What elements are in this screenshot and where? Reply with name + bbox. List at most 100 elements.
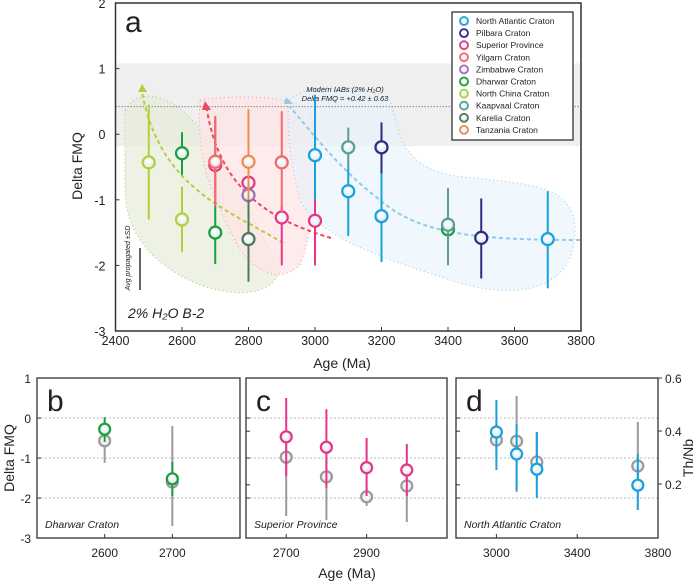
a-north-china-craton-point	[141, 155, 156, 170]
a-north-china-craton-point	[174, 212, 190, 227]
north-china-trend-arrow	[141, 91, 284, 244]
legend-label: Yilgarn Craton	[476, 52, 530, 62]
panel-d: 3000 3400 3800 d North Atlantic Craton 0.6 0.4…	[455, 372, 696, 560]
legend-label: Superior Province	[476, 40, 544, 50]
a-north-atlantic-craton-point	[307, 148, 323, 163]
a-tanzania-craton-point	[241, 154, 256, 169]
legend-marker	[459, 112, 469, 123]
y-tick-label: -3	[20, 532, 31, 546]
c-colored-point	[279, 430, 293, 444]
legend-item: Zimbabwe Craton	[459, 64, 543, 75]
legend-marker	[459, 64, 469, 75]
x-axis-label: Age (Ma)	[313, 355, 371, 371]
scale-bar-label: Avg propagated ±SD	[125, 226, 132, 292]
legend-item: Dharwar Craton	[459, 76, 536, 87]
legend-label: Dharwar Craton	[476, 77, 536, 87]
modern-iab-label: Modern IABs (2% H₂O)	[306, 85, 384, 94]
arrowhead	[138, 84, 147, 92]
legend-marker	[459, 52, 469, 63]
legend-marker	[459, 76, 469, 87]
legend-label: Kaapvaal Craton	[476, 101, 540, 111]
d-colored-point	[489, 425, 503, 439]
legend-label: North Atlantic Craton	[476, 16, 555, 26]
legend-label: North China Craton	[476, 89, 550, 99]
c-colored-point	[319, 440, 333, 454]
x-tick-label: 3400	[434, 334, 462, 348]
legend-label: Tanzania Craton	[476, 125, 538, 135]
x-tick-label: 2700	[159, 546, 186, 560]
c-colored-point	[360, 461, 374, 475]
x-tick-label: 2900	[353, 546, 380, 560]
legend-item: Kaapvaal Craton	[459, 100, 540, 111]
d-colored-point	[631, 478, 645, 492]
arrowhead	[284, 97, 293, 104]
x-axis-label: Age (Ma)	[318, 565, 376, 581]
panel-b: 2600 2700 b Dharwar Craton -3 -2 -1 0 1 Delta FMQ	[1, 372, 241, 560]
panel-caption: North Atlantic Craton	[464, 519, 561, 531]
condition-label: 2% H₂O B-2	[127, 305, 204, 321]
y-tick-label: 1	[99, 63, 106, 77]
legend-label: Karelia Craton	[476, 113, 531, 123]
north-atlantic-field	[287, 86, 576, 291]
legend-item: Superior Province	[459, 40, 544, 51]
x-tick-label: 3000	[483, 546, 510, 560]
legend-item: Pilbara Craton	[459, 28, 531, 38]
x-tick-label: 3800	[645, 546, 672, 560]
x-tick-label: 3000	[301, 334, 329, 348]
x-tick-label: 2600	[168, 334, 196, 348]
b-colored-point	[165, 472, 179, 486]
right-y-axis-label: Th/Nb	[680, 439, 696, 477]
a-kaapvaal-craton-point	[341, 140, 356, 155]
legend-marker	[459, 100, 469, 111]
legend-marker	[459, 40, 469, 51]
legend-item: Yilgarn Craton	[459, 52, 530, 63]
a-pilbara-craton-point	[474, 230, 489, 245]
right-y-tick-label: 0.2	[665, 478, 682, 492]
x-tick-label: 2400	[102, 334, 130, 348]
a-yilgarn-craton-point	[208, 154, 223, 169]
panel-caption: Superior Province	[254, 519, 338, 531]
legend-item: Karelia Craton	[459, 112, 531, 123]
c-colored-point	[400, 463, 414, 477]
legend-marker	[459, 124, 469, 135]
legend-item: North Atlantic Craton	[459, 16, 555, 26]
y-tick-label: -1	[20, 452, 31, 466]
x-tick-label: 3600	[501, 334, 529, 348]
legend-box	[451, 11, 574, 141]
y-tick-label: 0	[99, 128, 106, 142]
modern-iab-value: Delta FMQ = +0.42 ± 0.63	[302, 94, 389, 103]
y-tick-label: -3	[94, 325, 105, 339]
a-dharwar-craton-point	[174, 146, 190, 161]
superior-trend-arrow	[206, 109, 332, 239]
legend-marker	[459, 88, 469, 99]
y-tick-label: -1	[94, 194, 105, 208]
a-north-atlantic-craton-point	[374, 209, 389, 224]
y-axis-label: Delta FMQ	[1, 424, 17, 492]
y-tick-label: -2	[94, 259, 105, 273]
a-north-atlantic-craton-point	[341, 184, 356, 199]
x-tick-label: 3200	[368, 334, 396, 348]
panel-label-c: c	[256, 385, 271, 418]
a-kaapvaal-craton-point	[440, 217, 456, 232]
panel-c: 2700 2900 c Superior Province Age (Ma)	[245, 377, 448, 581]
right-y-tick-label: 0.6	[665, 372, 682, 386]
a-yilgarn-craton-point	[274, 155, 289, 170]
a-superior-province-point	[274, 210, 289, 225]
b-colored-point	[98, 422, 112, 436]
legend-item: North China Craton	[459, 88, 550, 99]
a-superior-province-point	[307, 213, 323, 228]
arrowhead	[202, 101, 211, 110]
x-tick-label: 3800	[567, 334, 595, 348]
panel-label-d: d	[466, 385, 483, 418]
legend-marker	[459, 16, 469, 26]
y-axis-label: Delta FMQ	[69, 132, 85, 200]
legend-item: Tanzania Craton	[459, 124, 538, 135]
y-tick-label: 1	[24, 372, 31, 386]
d-colored-point	[530, 462, 544, 476]
a-karelia-craton-point	[241, 232, 256, 247]
y-tick-label: 2	[99, 0, 106, 11]
x-tick-label: 2700	[273, 546, 300, 560]
legend: North Atlantic Craton Pilbara Craton Super…	[451, 11, 574, 141]
y-tick-label: 0	[24, 412, 31, 426]
